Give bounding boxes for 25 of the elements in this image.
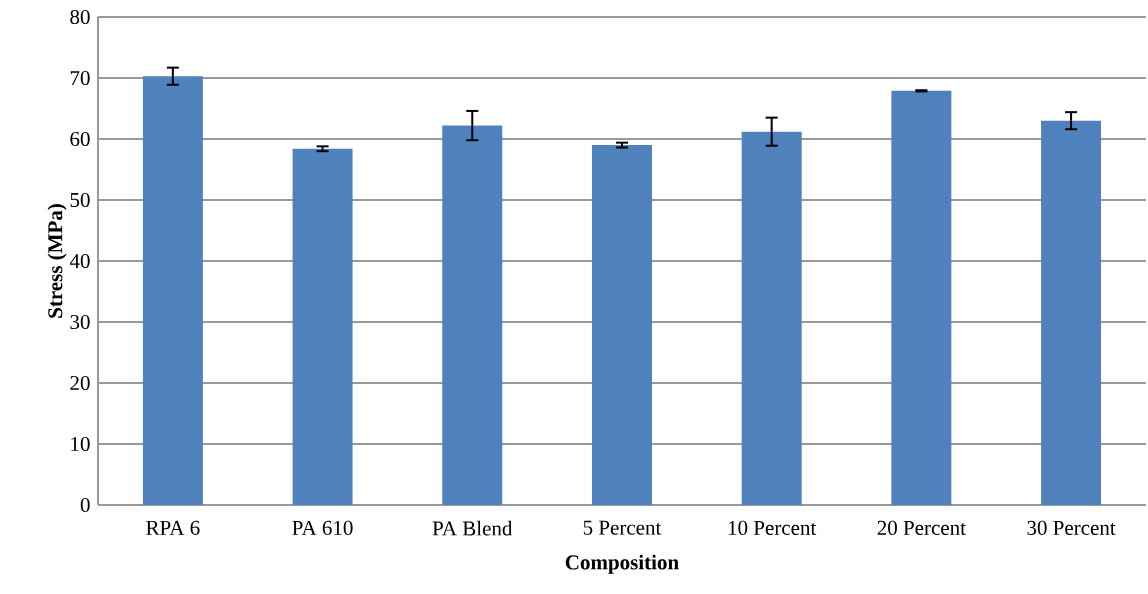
x-axis-title: Composition (565, 554, 679, 574)
y-tick-label: 60 (70, 131, 90, 147)
y-tick-label: 0 (80, 497, 90, 513)
x-tick-label: 10 Percent (728, 520, 817, 535)
y-tick-label: 80 (70, 9, 90, 25)
bar (1041, 120, 1102, 505)
y-tick-label: 70 (70, 70, 90, 86)
y-axis-title: Stress (MPa) (47, 204, 67, 318)
x-tick-label: 5 Percent (583, 520, 662, 535)
bar (891, 90, 952, 505)
y-tick-label: 50 (70, 192, 90, 208)
x-tick-label: RPA 6 (146, 520, 200, 535)
bar (142, 76, 203, 505)
bar (442, 125, 503, 505)
y-tick-label: 40 (69, 253, 90, 269)
x-tick-label: PA 610 (292, 520, 353, 535)
x-tick-label: 20 Percent (877, 520, 966, 535)
bar (741, 131, 802, 505)
y-tick-label: 20 (70, 375, 90, 391)
y-tick-label: 10 (71, 436, 90, 452)
x-tick-label: 30 Percent (1027, 520, 1116, 535)
bar (591, 145, 652, 505)
bar (292, 148, 353, 505)
x-tick-label: PA Blend (432, 520, 513, 536)
y-tick-label: 30 (70, 314, 90, 330)
